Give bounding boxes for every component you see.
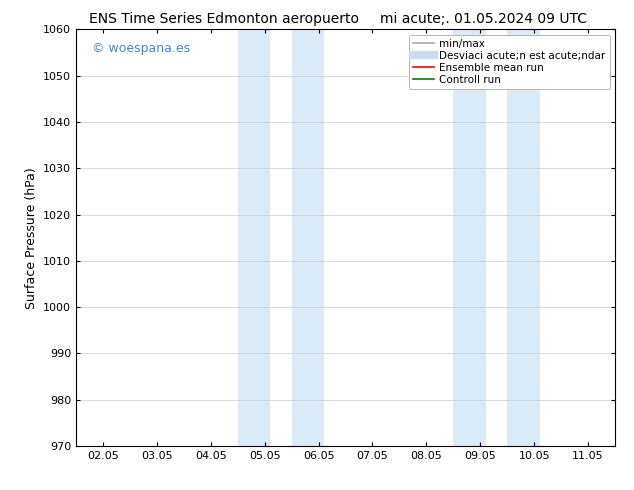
Bar bbox=[292, 29, 324, 446]
Bar bbox=[453, 29, 486, 446]
Legend: min/max, Desviaci acute;n est acute;ndar, Ensemble mean run, Controll run: min/max, Desviaci acute;n est acute;ndar… bbox=[409, 35, 610, 89]
Bar bbox=[507, 29, 540, 446]
Text: ENS Time Series Edmonton aeropuerto: ENS Time Series Edmonton aeropuerto bbox=[89, 12, 359, 26]
Text: mi acute;. 01.05.2024 09 UTC: mi acute;. 01.05.2024 09 UTC bbox=[380, 12, 587, 26]
Text: © woespana.es: © woespana.es bbox=[93, 42, 190, 55]
Bar bbox=[238, 29, 270, 446]
Y-axis label: Surface Pressure (hPa): Surface Pressure (hPa) bbox=[25, 167, 37, 309]
